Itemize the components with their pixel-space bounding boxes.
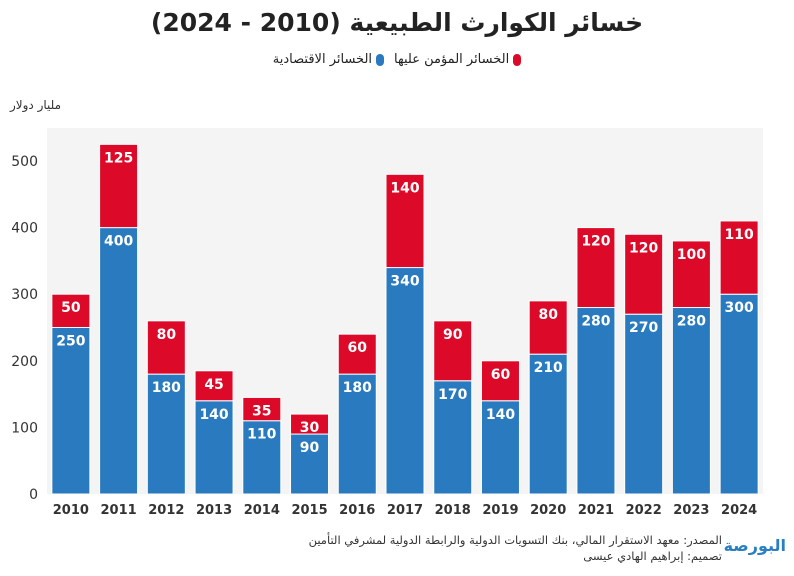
bar-economic — [337, 373, 377, 495]
x-tick-label: 2023 — [673, 503, 709, 518]
data-label-insured: 60 — [491, 367, 511, 383]
data-label-insured: 125 — [104, 150, 133, 166]
data-label-economic: 280 — [677, 314, 706, 330]
data-label-economic: 210 — [534, 360, 563, 376]
x-tick-label: 2022 — [626, 503, 662, 518]
data-label-economic: 90 — [300, 440, 320, 456]
x-tick-label: 2013 — [196, 503, 232, 518]
x-tick-label: 2016 — [339, 503, 375, 518]
bar-insured — [528, 300, 568, 355]
x-tick-label: 2019 — [482, 503, 518, 518]
bar-economic — [433, 380, 473, 495]
bar-economic — [719, 293, 759, 495]
data-label-economic: 300 — [725, 300, 754, 316]
data-label-economic: 180 — [152, 380, 181, 396]
bar-economic — [290, 433, 330, 495]
bar-insured — [719, 220, 759, 295]
data-label-economic: 180 — [343, 380, 372, 396]
data-label-insured: 80 — [157, 327, 177, 343]
y-axis-label: مليار دولار — [10, 98, 62, 112]
logo: البورصة — [723, 536, 786, 555]
bar-insured — [624, 233, 664, 315]
bar-economic — [528, 353, 568, 495]
data-label-insured: 140 — [390, 180, 419, 196]
y-tick-label: 300 — [11, 287, 38, 303]
data-label-insured: 120 — [629, 240, 658, 256]
data-label-insured: 120 — [581, 234, 610, 250]
data-label-economic: 340 — [390, 274, 419, 290]
data-label-economic: 140 — [486, 407, 515, 423]
bar-insured — [146, 320, 186, 375]
data-label-economic: 250 — [56, 334, 85, 350]
x-tick-label: 2024 — [721, 503, 757, 518]
data-label-insured: 45 — [204, 377, 223, 393]
data-label-economic: 170 — [438, 387, 467, 403]
bar-economic — [99, 227, 139, 495]
legend-label-economic: الخسائر الاقتصادية — [272, 52, 373, 67]
x-tick-label: 2014 — [244, 503, 280, 518]
legend-swatch-economic — [376, 53, 385, 66]
bar-economic — [194, 400, 234, 495]
bar-economic — [576, 307, 616, 495]
legend-swatch-insured — [513, 53, 522, 66]
bar-insured — [290, 413, 330, 435]
data-label-economic: 140 — [199, 407, 228, 423]
bar-economic — [242, 420, 282, 495]
bar-insured — [480, 360, 520, 402]
data-label-insured: 35 — [252, 403, 271, 419]
bar-insured — [242, 396, 282, 422]
data-label-economic: 400 — [104, 234, 133, 250]
x-tick-label: 2010 — [53, 503, 89, 518]
data-label-insured: 60 — [348, 340, 368, 356]
legend: الخسائر المؤمن عليها الخسائر الاقتصادية — [0, 52, 794, 67]
x-tick-label: 2021 — [578, 503, 614, 518]
data-label-insured: 30 — [300, 420, 320, 436]
data-label-insured: 80 — [538, 307, 558, 323]
source-text: المصدر: معهد الاستقرار المالي، بنك التسو… — [308, 533, 722, 547]
y-tick-label: 500 — [11, 154, 38, 170]
legend-label-insured: الخسائر المؤمن عليها — [394, 52, 510, 67]
y-tick-label: 400 — [11, 221, 38, 237]
y-tick-label: 0 — [29, 487, 38, 503]
bar-insured — [433, 320, 473, 382]
data-label-insured: 100 — [677, 247, 706, 263]
bar-insured — [671, 240, 711, 309]
y-tick-label: 100 — [11, 420, 38, 436]
data-label-economic: 110 — [247, 427, 276, 443]
bar-insured — [337, 333, 377, 375]
bar-insured — [99, 143, 139, 229]
legend-item-insured: الخسائر المؤمن عليها — [394, 52, 522, 67]
x-tick-label: 2020 — [530, 503, 566, 518]
legend-item-economic: الخسائر الاقتصادية — [272, 52, 385, 67]
bar-economic — [624, 313, 664, 495]
footer: المصدر: معهد الاستقرار المالي، بنك التسو… — [309, 532, 722, 564]
data-label-economic: 270 — [629, 320, 658, 336]
data-label-economic: 280 — [581, 314, 610, 330]
bar-economic — [51, 327, 91, 495]
bar-insured — [194, 370, 234, 402]
x-tick-label: 2012 — [148, 503, 184, 518]
x-tick-label: 2011 — [101, 503, 137, 518]
data-label-insured: 110 — [725, 227, 754, 243]
y-tick-label: 200 — [11, 354, 38, 370]
x-tick-label: 2018 — [435, 503, 471, 518]
chart-title: خسائر الكوارث الطبيعية (2010 - 2024) — [150, 8, 644, 37]
data-label-insured: 90 — [443, 327, 463, 343]
x-tick-label: 2017 — [387, 503, 423, 518]
x-tick-label: 2015 — [291, 503, 327, 518]
design-credit: تصميم: إبراهيم الهادي عيسى — [583, 549, 722, 563]
bar-insured — [51, 293, 91, 329]
bar-economic — [385, 267, 425, 495]
bar-economic — [671, 307, 711, 495]
bar-economic — [480, 400, 520, 495]
bar-insured — [385, 173, 425, 269]
data-label-insured: 50 — [61, 300, 81, 316]
bar-insured — [576, 227, 616, 309]
